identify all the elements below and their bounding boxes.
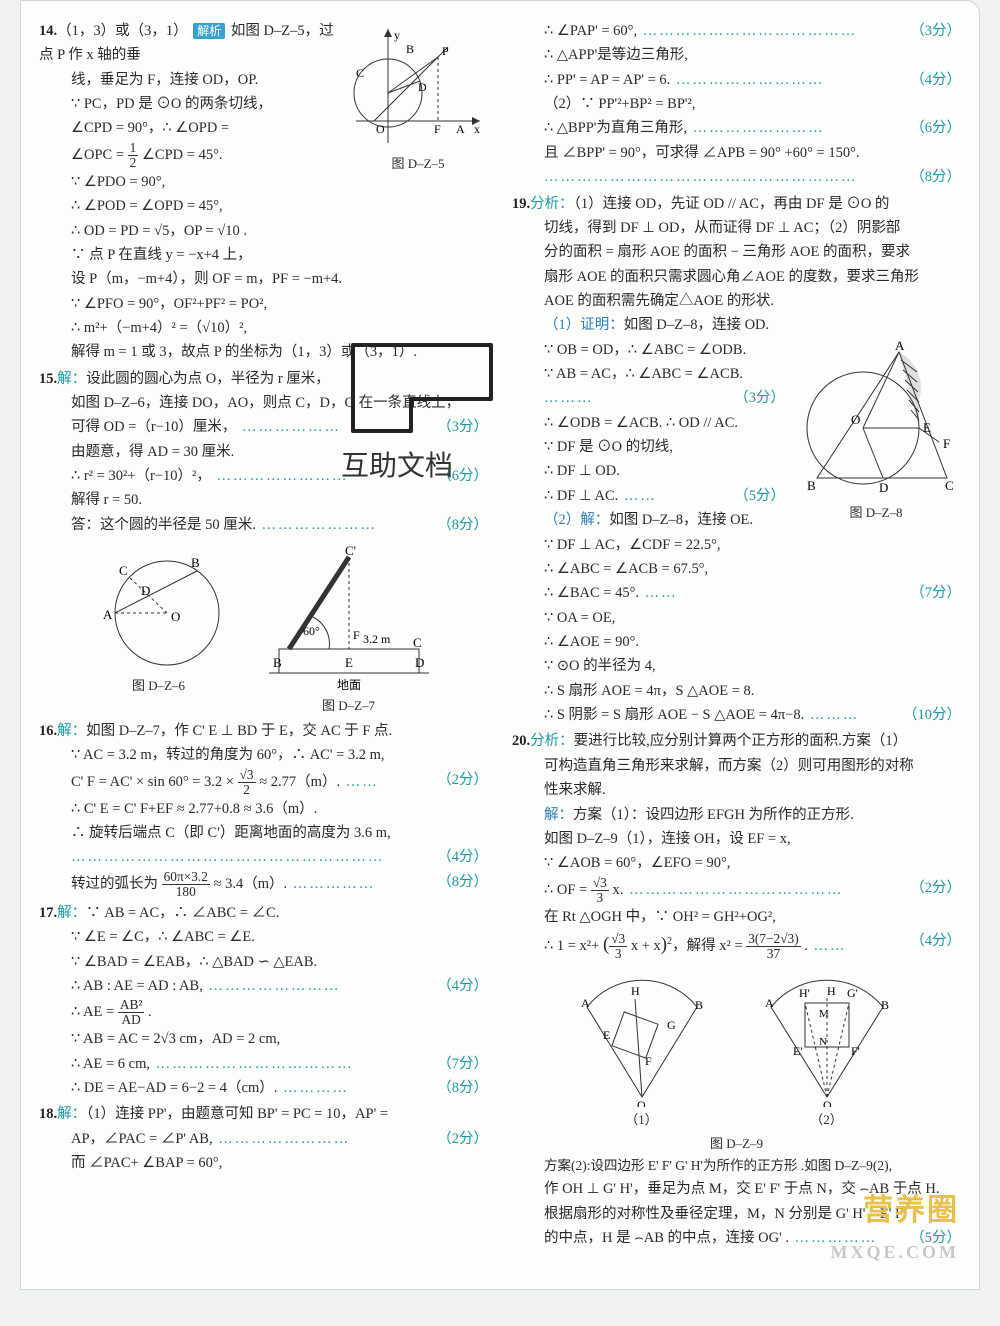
svg-text:B: B: [273, 655, 282, 670]
watermark-line2: MXQE.COM: [831, 1237, 959, 1267]
figure-dz9: HA BG EF O （1） H'H G'A BM N: [512, 967, 961, 1131]
figure-dz7: C' 60° F 3.2 m C B E D 地面 图 D–Z–7: [259, 543, 439, 717]
figure-dz5-caption: 图 D–Z–5: [348, 153, 488, 175]
problem-20: 20.分析：要进行比较,应分别计算两个正方形的面积.方案（1） 可构造直角三角形…: [512, 729, 961, 1250]
svg-text:A: A: [581, 996, 590, 1010]
watermark: 营养圈 MXQE.COM: [831, 1186, 959, 1267]
svg-text:C: C: [413, 635, 422, 650]
svg-text:B: B: [807, 478, 816, 493]
problem-19: 19.分析：（1）连接 OD，先证 OD // AC，再由 DF 是 ⊙O 的 …: [512, 192, 961, 728]
svg-text:B: B: [695, 998, 703, 1012]
q16-num: 16.: [39, 723, 57, 739]
svg-text:E: E: [345, 655, 353, 670]
svg-text:E': E': [793, 1044, 803, 1058]
svg-text:y: y: [394, 28, 400, 42]
svg-text:F: F: [434, 122, 441, 136]
svg-text:P: P: [442, 44, 449, 58]
q14-tag: 解析: [193, 23, 225, 39]
problem-16: 16.解：如图 D–Z–7，作 C' E ⊥ BD 于 E，交 AC 于 F 点…: [39, 719, 488, 899]
svg-text:D: D: [415, 655, 424, 670]
svg-text:3.2 m: 3.2 m: [363, 632, 391, 646]
q14-l7: ∴ OD = PD = √5，OP = √10 .: [39, 219, 488, 243]
svg-text:G': G': [847, 986, 858, 1000]
svg-text:F: F: [353, 628, 360, 642]
svg-text:G: G: [667, 1018, 676, 1032]
svg-text:O: O: [376, 122, 385, 136]
q14-num: 14.: [39, 23, 57, 39]
q15-tag: 解：: [57, 371, 86, 387]
svg-text:A: A: [456, 122, 465, 136]
watermark-line1: 营养圈: [831, 1186, 959, 1236]
q14-l10: ∵ ∠PFO = 90°，OF²+PF² = PO²,: [39, 292, 488, 316]
figure-dz5: y x B P C D O F A 图 D–Z–5: [348, 21, 488, 175]
q14-ans: （1，3）或（3，1）: [57, 23, 188, 39]
svg-text:E: E: [603, 1028, 610, 1042]
figure-dz8: AO EF BD C 图 D–Z–8: [791, 340, 961, 524]
svg-text:F: F: [645, 1054, 652, 1068]
svg-text:地面: 地面: [337, 678, 361, 692]
svg-text:B: B: [406, 42, 414, 56]
q14-l8: ∵ 点 P 在直线 y = −x+4 上，: [39, 243, 488, 267]
problem-18-left: 18.解：（1）连接 PP'，由题意可知 BP' = PC = 10，AP' =…: [39, 1102, 488, 1175]
q14-l12: 解得 m = 1 或 3，故点 P 的坐标为（1，3）或（3，1）.: [39, 340, 488, 364]
svg-text:C': C': [345, 543, 356, 558]
svg-text:D: D: [141, 583, 150, 598]
q16-l3: C' F = AC' × sin 60° = 3.2 × √32 ≈ 2.77（…: [39, 768, 488, 797]
svg-text:D: D: [879, 480, 888, 495]
svg-text:C: C: [119, 563, 128, 578]
problem-14: yx BP CD OF A 图 D–Z–5 14.（1，3）或（3，1） 解析 …: [39, 19, 488, 365]
svg-text:H': H': [799, 986, 810, 1000]
svg-text:A: A: [103, 607, 113, 622]
q15-l3: 可得 OD =（r−10）厘米， ……………… （3分）: [39, 415, 488, 439]
svg-text:O: O: [637, 1098, 646, 1107]
svg-text:F': F': [851, 1044, 860, 1058]
svg-text:60°: 60°: [303, 624, 320, 638]
q15-l2: 如图 D–Z–6，连接 DO，AO，则点 C，D，O 在一条直线上，: [39, 391, 488, 415]
svg-text:B: B: [191, 555, 200, 570]
svg-text:C: C: [356, 66, 364, 80]
q15-l7: 答：这个圆的半径是 50 厘米. ………………… （8分）: [39, 513, 488, 537]
svg-text:A: A: [765, 996, 774, 1010]
svg-text:A: A: [895, 340, 905, 353]
q14-l11: ∴ m²+（−m+4）² =（√10）²,: [39, 316, 488, 340]
svg-text:B: B: [881, 998, 889, 1012]
problem-17: 17.解：∵ AB = AC，∴ ∠ABC = ∠C. ∵ ∠E = ∠C，∴ …: [39, 901, 488, 1101]
q15-l6: 解得 r = 50.: [39, 488, 488, 512]
figure-dz5-svg: y x B P C D O F A: [348, 21, 488, 151]
q15-num: 15.: [39, 371, 57, 387]
svg-text:C: C: [945, 478, 954, 493]
svg-text:F: F: [943, 436, 950, 451]
svg-text:O: O: [851, 412, 860, 427]
q15-l1: 设此圆的圆心为点 O，半径为 r 厘米，: [86, 371, 330, 387]
svg-text:O: O: [823, 1098, 832, 1107]
figures-6-7: BC DA O 图 D–Z–6 C' 60° F 3.2 m: [39, 543, 488, 717]
svg-text:H: H: [827, 984, 836, 998]
svg-text:M: M: [819, 1008, 829, 1020]
svg-text:O: O: [171, 609, 180, 624]
handwriting-text: 互助文档: [341, 443, 453, 490]
q14-l9: 设 P（m，−m+4），则 OF = m，PF = −m+4.: [39, 267, 488, 291]
svg-text:x: x: [474, 122, 480, 136]
svg-text:N: N: [819, 1036, 827, 1048]
svg-text:H: H: [631, 984, 640, 998]
page: yx BP CD OF A 图 D–Z–5 14.（1，3）或（3，1） 解析 …: [20, 0, 980, 1290]
svg-text:E: E: [923, 420, 931, 435]
q14-l6: ∴ ∠POD = ∠OPD = 45°,: [39, 194, 488, 218]
problem-18-right: ∴ ∠PAP' = 60°, ………………………………… （3分） ∴ △APP…: [512, 19, 961, 190]
q16-l6: 转过的弧长为 60π×3.2180 ≈ 3.4（m）. …………… （8分）: [39, 870, 488, 899]
svg-text:D: D: [418, 80, 427, 94]
figure-dz6: BC DA O 图 D–Z–6: [89, 543, 229, 717]
